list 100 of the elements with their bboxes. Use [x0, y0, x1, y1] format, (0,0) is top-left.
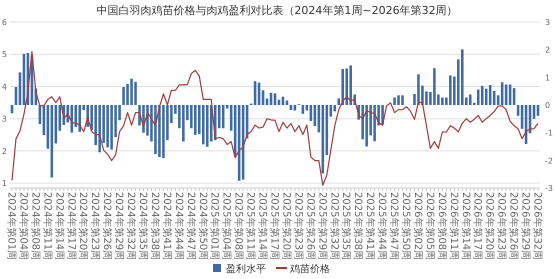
x-tick-label: 2025年第47周 — [388, 192, 400, 260]
bar — [345, 68, 348, 105]
x-tick-label: 2024年第44周 — [172, 192, 185, 260]
y2-tick-label: 1 — [545, 73, 550, 82]
y2-tick-label: -1 — [545, 128, 553, 138]
bar — [22, 54, 26, 105]
x-tick-label: 2024年第32周 — [125, 192, 138, 260]
bar — [286, 100, 288, 105]
bar — [134, 82, 137, 105]
bar — [401, 95, 404, 105]
bar — [254, 81, 256, 105]
bar — [206, 105, 209, 147]
x-tick-label: 2025年第41周 — [364, 192, 376, 260]
bar — [70, 105, 74, 133]
x-tick-label: 2025年第04周 — [220, 192, 233, 260]
x-tick-label: 2026年第11周 — [448, 192, 460, 260]
bar — [373, 105, 376, 142]
chart-title: 中国白羽肉鸡苗价格与肉鸡盈利对比表（2024年第1周~2026年第32周） — [96, 4, 458, 17]
y-tick-label: 5 — [2, 50, 7, 60]
y-tick-label: 3 — [2, 114, 7, 124]
bar — [397, 95, 400, 105]
y2-tick-label: 0 — [545, 101, 550, 110]
bar — [110, 105, 113, 150]
y2-tick-label: 2 — [545, 46, 550, 55]
bar — [417, 74, 420, 105]
y2-tick-label: 3 — [545, 18, 550, 27]
bar — [468, 94, 472, 105]
bar — [508, 84, 512, 105]
y2-tick-label: -2 — [545, 156, 553, 166]
bar — [98, 105, 101, 152]
x-tick-label: 2024年第26周 — [101, 192, 114, 260]
x-tick-label: 2024年第20周 — [77, 192, 90, 260]
x-tick-label: 2024年第11周 — [41, 192, 54, 260]
x-tick-label: 2026年第26周 — [508, 192, 520, 260]
x-tick-label: 2025年第23周 — [292, 192, 304, 260]
bar — [449, 75, 452, 105]
bar — [50, 105, 54, 178]
bar — [484, 88, 488, 105]
x-tick-label: 2025年第26周 — [304, 192, 316, 260]
bar — [270, 92, 272, 105]
bar — [504, 84, 508, 105]
legend-label: 盈利水平 — [226, 263, 266, 275]
bar — [274, 93, 276, 105]
x-tick-label: 2024年第01周 — [5, 192, 18, 260]
bar — [242, 105, 244, 180]
bar — [194, 105, 197, 135]
y-tick-label: 6 — [2, 18, 7, 27]
x-tick-label: 2026年第02周 — [412, 192, 424, 260]
x-tick-label: 2025年第35周 — [340, 192, 352, 260]
x-tick-label: 2025年第50周 — [400, 192, 412, 260]
x-tick-label: 2025年第14周 — [256, 192, 269, 260]
bar — [294, 105, 296, 111]
x-tick-label: 2024年第50周 — [196, 192, 209, 260]
x-tick-label: 2025年第44周 — [376, 192, 388, 260]
bar — [461, 49, 464, 105]
x-tick-label: 2026年第20周 — [484, 192, 496, 260]
bar — [441, 98, 444, 105]
bar — [182, 105, 185, 142]
x-tick-label: 2026年第23周 — [496, 192, 508, 260]
x-tick-label: 2024年第23周 — [89, 192, 102, 260]
line-series — [11, 51, 539, 186]
bar — [162, 105, 165, 158]
legend-label: 鸡苗价格 — [289, 263, 330, 275]
x-tick-label: 2024年第47周 — [184, 192, 197, 260]
bar — [488, 85, 492, 105]
bar — [433, 68, 436, 105]
x-tick-label: 2026年第05周 — [424, 192, 436, 260]
bar — [480, 86, 484, 105]
bar — [476, 90, 480, 105]
bar — [282, 96, 284, 105]
x-tick-label: 2026年第17周 — [472, 192, 484, 260]
x-tick-label: 2024年第17周 — [65, 192, 78, 260]
bar — [524, 105, 528, 144]
x-tick-label: 2024年第14周 — [53, 192, 66, 260]
bar — [512, 88, 516, 105]
bar — [238, 105, 240, 181]
x-tick-label: 2025年第17周 — [268, 192, 280, 260]
x-tick-label: 2025年第20周 — [280, 192, 292, 260]
x-tick-label: 2025年第38周 — [352, 192, 364, 260]
y-tick-label: 4 — [2, 82, 7, 92]
x-tick-label: 2025年第11周 — [244, 192, 257, 260]
x-tick-label: 2024年第29周 — [113, 192, 126, 260]
x-tick-label: 2026年第29周 — [520, 192, 532, 260]
x-tick-label: 2025年第29周 — [316, 192, 328, 260]
x-tick-label: 2024年第41周 — [160, 192, 173, 260]
bar — [78, 105, 82, 132]
bar — [106, 105, 109, 148]
x-tick-label: 2026年第32周 — [532, 192, 544, 260]
bar — [322, 105, 324, 174]
bar — [290, 105, 292, 110]
x-tick-label: 2024年第08周 — [29, 192, 42, 260]
bar — [154, 105, 157, 154]
x-tick-label: 2026年第14周 — [460, 192, 472, 260]
x-tick-label: 2025年第01周 — [208, 192, 221, 260]
x-tick-label: 2025年第32周 — [328, 192, 340, 260]
bar — [258, 82, 260, 105]
bar — [130, 78, 133, 105]
y2-tick-label: -3 — [545, 184, 553, 193]
bar — [202, 105, 205, 144]
bar — [365, 105, 368, 146]
